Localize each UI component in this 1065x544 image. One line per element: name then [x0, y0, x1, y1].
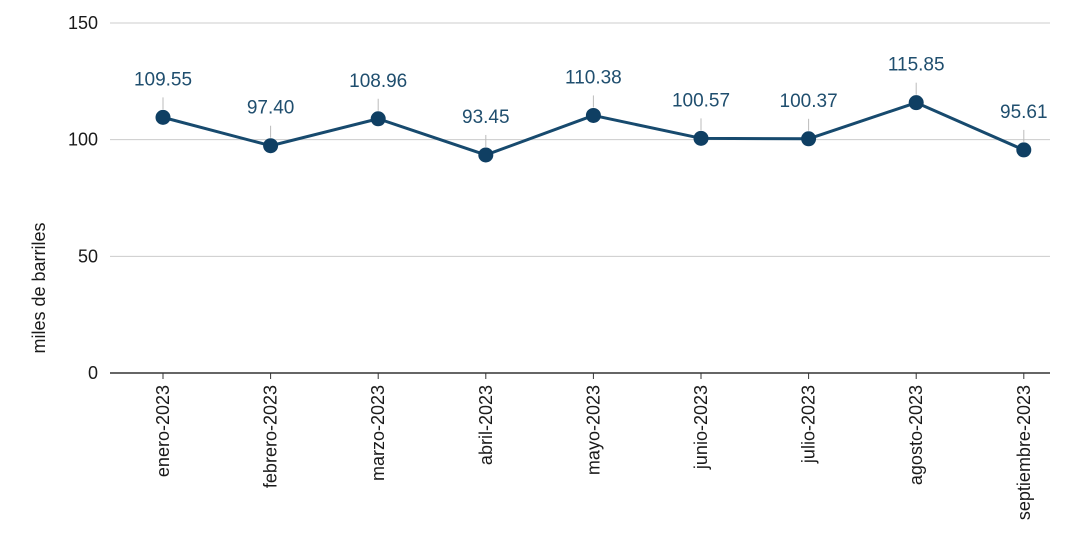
data-point — [478, 147, 494, 163]
data-label: 100.37 — [780, 91, 838, 112]
x-tick-label: julio-2023 — [799, 385, 819, 464]
data-point — [585, 107, 601, 123]
data-point — [263, 138, 279, 154]
x-axis-ticks: enero-2023 febrero-2023 marzo-2023 abril-20… — [153, 373, 1034, 520]
y-tick-label: 150 — [68, 13, 98, 33]
data-point — [801, 131, 817, 147]
x-tick-label: febrero-2023 — [261, 385, 281, 488]
data-label: 100.57 — [672, 90, 730, 111]
x-tick-label: marzo-2023 — [368, 385, 388, 481]
data-label: 108.96 — [349, 71, 407, 92]
y-tick-label: 100 — [68, 130, 98, 150]
data-labels: 109.55 97.40 108.96 93.45 110.38 100.57 100.37… — [134, 55, 1048, 128]
data-point — [155, 109, 171, 125]
x-tick-label: septiembre-2023 — [1014, 385, 1034, 520]
y-tick-label: 0 — [88, 363, 98, 383]
data-label: 110.38 — [565, 67, 622, 88]
y-axis-label: miles de barriles — [29, 222, 49, 353]
y-tick-label: 50 — [78, 246, 98, 266]
data-point — [1016, 142, 1032, 158]
x-tick-label: junio-2023 — [691, 385, 711, 470]
data-label: 97.40 — [247, 98, 295, 119]
x-tick-label: enero-2023 — [153, 385, 173, 477]
x-tick-label: agosto-2023 — [906, 385, 926, 485]
data-point — [370, 111, 386, 127]
x-tick-label: mayo-2023 — [583, 385, 603, 475]
data-label-leaders — [162, 82, 1025, 147]
x-tick-label: abril-2023 — [476, 385, 496, 465]
data-point — [693, 130, 709, 146]
data-label: 93.45 — [462, 107, 510, 128]
data-label: 109.55 — [134, 69, 192, 90]
data-label: 115.85 — [888, 55, 945, 76]
data-points — [155, 95, 1032, 163]
y-axis-ticks: 0 50 100 150 — [68, 13, 98, 383]
data-label: 95.61 — [1000, 102, 1048, 123]
data-point — [908, 95, 924, 111]
